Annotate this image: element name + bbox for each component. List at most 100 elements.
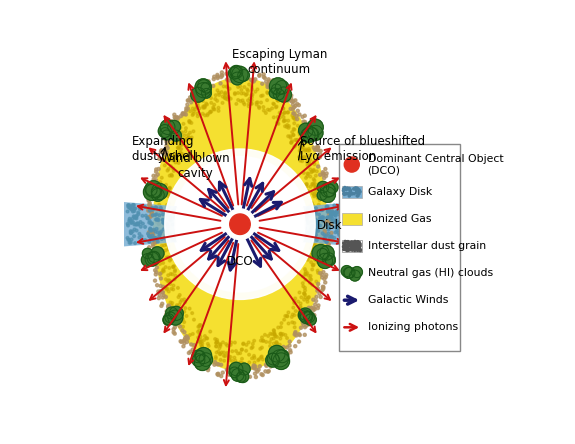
Circle shape <box>183 331 186 334</box>
Circle shape <box>248 353 251 356</box>
Circle shape <box>327 257 330 260</box>
Circle shape <box>276 350 289 363</box>
Circle shape <box>167 248 170 250</box>
Circle shape <box>162 130 171 140</box>
Circle shape <box>183 218 186 221</box>
Circle shape <box>280 226 282 228</box>
Circle shape <box>132 215 135 218</box>
Circle shape <box>310 236 313 239</box>
Circle shape <box>201 83 212 93</box>
Circle shape <box>346 249 348 251</box>
Circle shape <box>343 227 346 230</box>
Circle shape <box>159 181 162 183</box>
Circle shape <box>317 271 320 274</box>
Circle shape <box>155 254 158 257</box>
Circle shape <box>313 195 316 198</box>
Circle shape <box>165 312 176 323</box>
Circle shape <box>130 222 133 224</box>
Circle shape <box>315 229 317 231</box>
Circle shape <box>175 159 305 289</box>
Circle shape <box>328 192 331 195</box>
Circle shape <box>290 216 293 218</box>
Circle shape <box>321 193 325 196</box>
Circle shape <box>167 233 170 236</box>
Circle shape <box>191 312 194 314</box>
Circle shape <box>359 242 361 244</box>
Circle shape <box>309 307 312 310</box>
Circle shape <box>174 161 177 164</box>
Polygon shape <box>124 202 209 246</box>
Circle shape <box>315 217 318 220</box>
Circle shape <box>324 257 327 260</box>
Circle shape <box>180 144 183 147</box>
Circle shape <box>356 195 358 197</box>
Circle shape <box>335 226 337 229</box>
Circle shape <box>192 354 205 367</box>
Circle shape <box>127 206 130 208</box>
Circle shape <box>266 353 279 367</box>
Circle shape <box>250 102 253 105</box>
Circle shape <box>298 133 301 136</box>
Circle shape <box>181 329 184 332</box>
Circle shape <box>317 213 320 216</box>
Circle shape <box>283 214 286 216</box>
Text: Ionized Gas: Ionized Gas <box>367 214 431 224</box>
Circle shape <box>325 239 328 242</box>
Circle shape <box>158 234 160 237</box>
Circle shape <box>204 361 207 364</box>
Circle shape <box>156 192 159 195</box>
Circle shape <box>192 237 195 240</box>
Circle shape <box>336 210 339 213</box>
Circle shape <box>156 210 159 213</box>
Circle shape <box>320 235 323 238</box>
Circle shape <box>150 222 152 225</box>
Circle shape <box>327 187 330 190</box>
Circle shape <box>317 234 320 237</box>
Circle shape <box>310 261 312 264</box>
Circle shape <box>296 234 298 236</box>
Circle shape <box>166 127 170 130</box>
Circle shape <box>312 306 316 309</box>
Circle shape <box>270 349 273 352</box>
Circle shape <box>298 216 301 219</box>
Circle shape <box>200 347 202 350</box>
Circle shape <box>144 214 147 217</box>
Circle shape <box>311 216 313 219</box>
Circle shape <box>329 218 332 221</box>
Circle shape <box>304 127 307 130</box>
Circle shape <box>319 149 322 152</box>
Circle shape <box>155 179 158 182</box>
Circle shape <box>155 270 158 274</box>
Circle shape <box>309 127 313 130</box>
Circle shape <box>225 78 229 81</box>
Circle shape <box>233 363 236 365</box>
Circle shape <box>163 189 166 191</box>
Circle shape <box>218 94 221 96</box>
Circle shape <box>360 249 362 250</box>
Circle shape <box>320 263 323 266</box>
Circle shape <box>345 248 347 250</box>
Circle shape <box>174 117 177 120</box>
Circle shape <box>126 222 129 225</box>
Circle shape <box>246 368 248 371</box>
Circle shape <box>219 353 222 355</box>
Circle shape <box>243 86 246 88</box>
Circle shape <box>175 116 178 119</box>
Circle shape <box>356 250 358 251</box>
Circle shape <box>233 341 236 344</box>
Circle shape <box>167 274 170 277</box>
Circle shape <box>347 234 350 236</box>
Circle shape <box>293 333 296 336</box>
Circle shape <box>266 108 269 111</box>
Circle shape <box>147 209 150 212</box>
Circle shape <box>175 211 178 214</box>
Circle shape <box>128 238 131 242</box>
Circle shape <box>186 236 189 239</box>
Circle shape <box>191 87 206 102</box>
Circle shape <box>315 234 317 236</box>
Circle shape <box>168 218 171 221</box>
Circle shape <box>175 217 178 219</box>
Circle shape <box>213 363 216 366</box>
Circle shape <box>237 99 240 101</box>
Circle shape <box>331 210 334 213</box>
